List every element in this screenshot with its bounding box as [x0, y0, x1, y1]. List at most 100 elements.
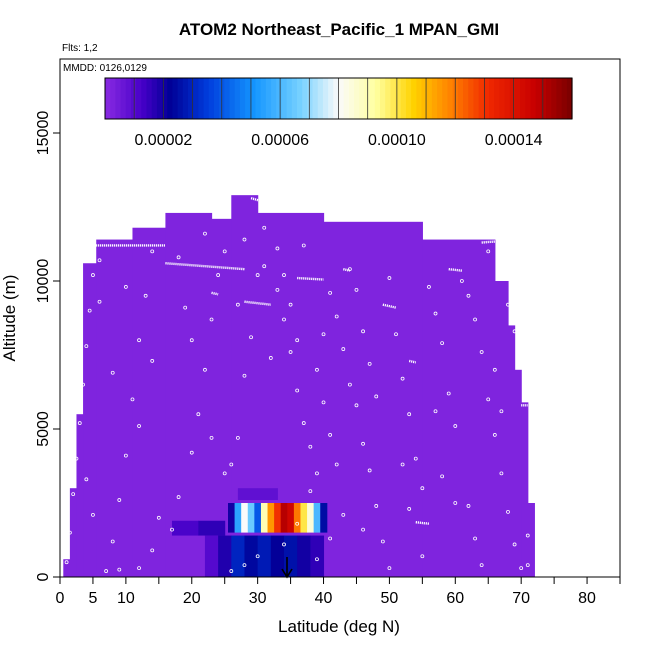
observation-point — [150, 359, 155, 363]
observation-point — [479, 350, 484, 354]
observation-point — [222, 471, 227, 476]
observation-point — [235, 435, 240, 440]
x-tick-label: 40 — [315, 590, 333, 607]
observation-point — [354, 287, 359, 292]
curtain-column — [508, 325, 516, 577]
colorbar-segment — [369, 78, 376, 119]
observation-point — [189, 450, 194, 455]
heatmap-cell — [237, 488, 278, 501]
colorbar-segment — [359, 78, 366, 119]
heatmap-cell — [293, 503, 301, 533]
observation-point — [315, 367, 319, 372]
colorbar-tick-label: 0.00010 — [368, 132, 426, 149]
colorbar-segment — [405, 78, 412, 119]
heatmap-cell — [257, 535, 272, 577]
observation-point — [295, 388, 300, 393]
y-tick-label: 10000 — [35, 259, 52, 304]
curtain-column — [422, 239, 496, 577]
observation-point — [143, 293, 148, 298]
observation-point — [519, 566, 524, 571]
colorbar-segment — [208, 78, 215, 119]
colorbar-segment — [442, 78, 449, 119]
heatmap-cell — [172, 520, 199, 536]
observation-point — [97, 299, 102, 304]
observation-point — [163, 208, 168, 212]
observation-point — [295, 338, 300, 343]
chart-title: ATOM2 Northeast_Pacific_1 MPAN_GMI — [179, 20, 499, 39]
colorbar-segment — [265, 78, 272, 119]
observation-point — [347, 267, 352, 272]
curtain-column — [521, 402, 529, 577]
curtain-column — [211, 218, 232, 577]
colorbar-segment — [224, 78, 231, 119]
observation-point — [222, 249, 227, 254]
observation-point — [150, 249, 155, 254]
observation-point — [459, 279, 464, 283]
observation-point — [473, 317, 477, 322]
observation-point — [301, 421, 306, 425]
colorbar-tick-label: 0.00002 — [134, 132, 192, 149]
observation-point — [176, 255, 181, 260]
flight-track-segment — [382, 303, 397, 309]
enhanced-cell-layer — [172, 488, 328, 577]
observation-point — [262, 264, 267, 269]
heatmap-cell — [313, 503, 321, 533]
observation-point — [407, 507, 412, 511]
observation-point — [308, 489, 313, 494]
heatmap-cell — [228, 503, 236, 533]
observation-point — [387, 276, 392, 280]
colorbar-segment — [120, 78, 127, 119]
colorbar-segment — [146, 78, 153, 119]
flight-track-segment — [408, 359, 417, 364]
colorbar-segment — [488, 78, 495, 119]
colorbar-segment — [348, 78, 355, 119]
curtain-column — [494, 281, 509, 577]
colorbar-frame — [104, 77, 573, 120]
observation-point — [315, 471, 319, 476]
observation-point — [84, 344, 89, 349]
colorbar-segment — [509, 78, 516, 119]
observation-point — [209, 317, 214, 322]
observation-point — [446, 391, 451, 396]
colorbar-segment — [260, 78, 267, 119]
observation-point — [203, 231, 207, 236]
observation-point — [328, 433, 333, 437]
observation-point — [361, 441, 365, 446]
colorbar-segment — [483, 78, 490, 119]
observation-point — [64, 560, 69, 565]
flight-track-segment — [165, 262, 245, 271]
x-tick-label: 50 — [381, 590, 399, 607]
observation-point — [506, 302, 510, 307]
observation-point — [466, 504, 471, 508]
colorbar-segment — [411, 78, 417, 119]
observation-point — [499, 409, 504, 414]
colorbar-segment — [286, 78, 293, 119]
colorbar-segment — [530, 78, 537, 119]
observation-point — [77, 361, 82, 366]
colorbar-segment — [188, 78, 194, 119]
heatmap-cell — [300, 503, 308, 533]
observation-point — [440, 474, 445, 479]
colorbar-segment — [463, 78, 469, 119]
flight-track-segment — [250, 196, 272, 206]
observation-point — [466, 293, 471, 298]
x-axis: 0 5 10 20 30 40 50 60 70 80 — [56, 577, 621, 607]
observation-point — [255, 273, 260, 277]
observation-point — [486, 249, 491, 254]
observation-point — [203, 367, 207, 372]
observation-point — [268, 356, 273, 360]
observation-point — [387, 566, 392, 571]
observation-point — [150, 548, 155, 553]
colorbar-segment — [271, 78, 277, 119]
colorbar-segment — [390, 78, 397, 119]
colorbar-segment — [457, 78, 464, 119]
heatmap-cell — [254, 503, 262, 533]
observation-point — [229, 569, 234, 573]
observation-point — [361, 329, 365, 334]
observation-point — [235, 302, 240, 307]
colorbar-segment — [514, 78, 521, 119]
observation-point — [242, 373, 247, 378]
observation-point — [400, 376, 405, 381]
observation-point — [91, 273, 95, 277]
observation-point — [67, 530, 72, 535]
